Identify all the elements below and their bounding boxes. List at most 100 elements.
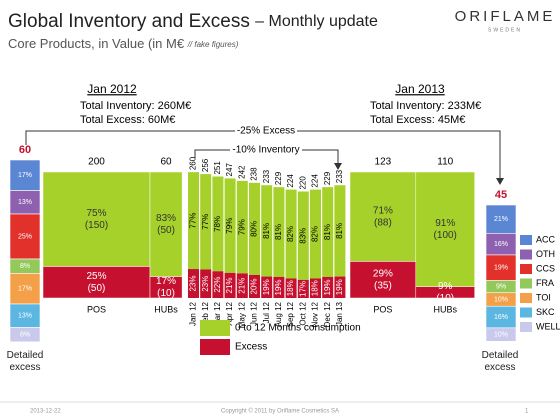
legend-swatch	[520, 278, 532, 289]
excess-bar	[42, 266, 151, 299]
title-suffix: – Monthly update	[255, 13, 378, 30]
pct-label: 71%	[373, 205, 393, 216]
footer-copyright: Copyright © 2011 by Oriflame Cosmetics S…	[221, 408, 339, 415]
excess-bar	[322, 276, 334, 298]
pct-label: 18%	[311, 280, 320, 296]
month-label: Jun 12	[250, 301, 259, 326]
excess-bar	[212, 271, 224, 298]
month-total: 238	[250, 167, 259, 181]
consumption-bar	[285, 189, 297, 279]
footer-date: 2013-12-22	[30, 409, 61, 415]
excess-change: -25% Excess	[237, 126, 295, 137]
logo: ORIFLAME	[455, 8, 556, 25]
legend-swatch	[520, 322, 532, 332]
inventory-change: -10% Inventory	[232, 145, 299, 156]
month-label: Oct 12	[298, 301, 307, 325]
consumption-bar	[188, 172, 199, 270]
arrow-head	[496, 178, 504, 185]
pct-label: 91%	[435, 218, 455, 229]
pct-label: 17%	[298, 281, 307, 297]
detail-total: 45	[495, 189, 507, 201]
pct-label: 80%	[250, 221, 259, 237]
consumption-bar	[273, 187, 285, 277]
label-bg	[230, 144, 302, 156]
month-total: 233	[335, 169, 344, 183]
period: Jan 2012	[87, 82, 137, 96]
consumption-bar	[249, 182, 260, 275]
pct-label: 19%	[335, 279, 344, 295]
total-excess: Total Excess: 60M€	[80, 114, 175, 126]
detail-segment	[485, 327, 517, 342]
month-label: Mar 12	[213, 301, 222, 326]
value-label: (150)	[85, 220, 108, 231]
detail-label: 8%	[20, 263, 30, 270]
consumption-bar	[212, 176, 224, 272]
detail-label: 19%	[494, 265, 508, 272]
group-total: 110	[437, 157, 453, 168]
total-inventory: Total Inventory: 260M€	[80, 100, 191, 112]
month-label: Jul 12	[262, 301, 271, 323]
pct-label: 25%	[86, 271, 106, 282]
consumption-bar	[322, 187, 334, 277]
detail-segment	[485, 254, 517, 281]
month-total: 220	[298, 176, 307, 190]
pct-label: 21%	[237, 278, 246, 294]
detail-label: 10%	[494, 331, 508, 338]
consumption-bar	[236, 180, 248, 274]
month-total: 233	[262, 169, 271, 183]
value-label: (100)	[434, 230, 457, 241]
value-label: (10)	[436, 293, 454, 304]
pct-label: 23%	[201, 276, 210, 292]
value-label: (88)	[374, 217, 392, 228]
footer-page: 1	[525, 409, 529, 415]
legend-label: WELL	[536, 321, 560, 331]
month-label: Jan 13	[335, 301, 344, 326]
pct-label: 18%	[286, 280, 295, 296]
month-label: Jan 12	[189, 301, 198, 326]
month-total: 251	[213, 161, 222, 175]
detail-label: 13%	[18, 199, 32, 206]
detail-segment	[485, 204, 517, 234]
total-excess: Total Excess: 45M€	[370, 114, 465, 126]
legend-label: FRA	[536, 278, 554, 288]
excess-bar	[273, 276, 285, 298]
title-main: Global Inventory and Excess	[8, 11, 250, 32]
group-total: 60	[160, 157, 172, 168]
detail-label: 16%	[494, 314, 508, 321]
pct-label: 9%	[438, 281, 453, 292]
legend-swatch	[520, 249, 532, 260]
month-total: 224	[311, 174, 320, 188]
subtitle-main: Core Products, in Value (in M€	[8, 36, 185, 51]
title: Global Inventory and Excess – Monthly up…	[8, 11, 378, 32]
group-name: HUBs	[154, 304, 178, 314]
excess-bar	[200, 269, 212, 298]
pct-label: 29%	[373, 268, 393, 279]
arrow-head	[334, 163, 342, 170]
month-label: Nov 12	[311, 301, 320, 327]
excess-bar	[236, 273, 248, 298]
consumption-bar	[310, 189, 321, 279]
month-label: Dec 12	[323, 301, 332, 327]
month-label: Sep 12	[286, 301, 295, 327]
consumption-bar	[349, 171, 417, 262]
legend-label: OTH	[536, 249, 555, 259]
legend-swatch	[200, 339, 230, 355]
pct-label: 19%	[262, 279, 271, 295]
detail-label: 25%	[18, 233, 32, 240]
consumption-bar	[415, 171, 475, 287]
excess-bar	[249, 274, 260, 298]
logo-sub: SWEDEN	[488, 27, 522, 33]
legend-label: 0 to 12 Months consumption	[235, 323, 361, 334]
legend-swatch	[520, 235, 532, 245]
group-name: POS	[373, 304, 392, 314]
month-label: Aug 12	[274, 301, 283, 327]
excess-bar	[415, 286, 475, 299]
pct-label: 21%	[225, 277, 234, 293]
legend-swatch	[520, 264, 532, 274]
pct-label: 77%	[201, 214, 210, 230]
detail-segment	[9, 273, 41, 305]
month-total: 256	[201, 158, 210, 172]
subtitle-note: // fake figures)	[187, 40, 239, 49]
consumption-bar	[42, 171, 151, 267]
